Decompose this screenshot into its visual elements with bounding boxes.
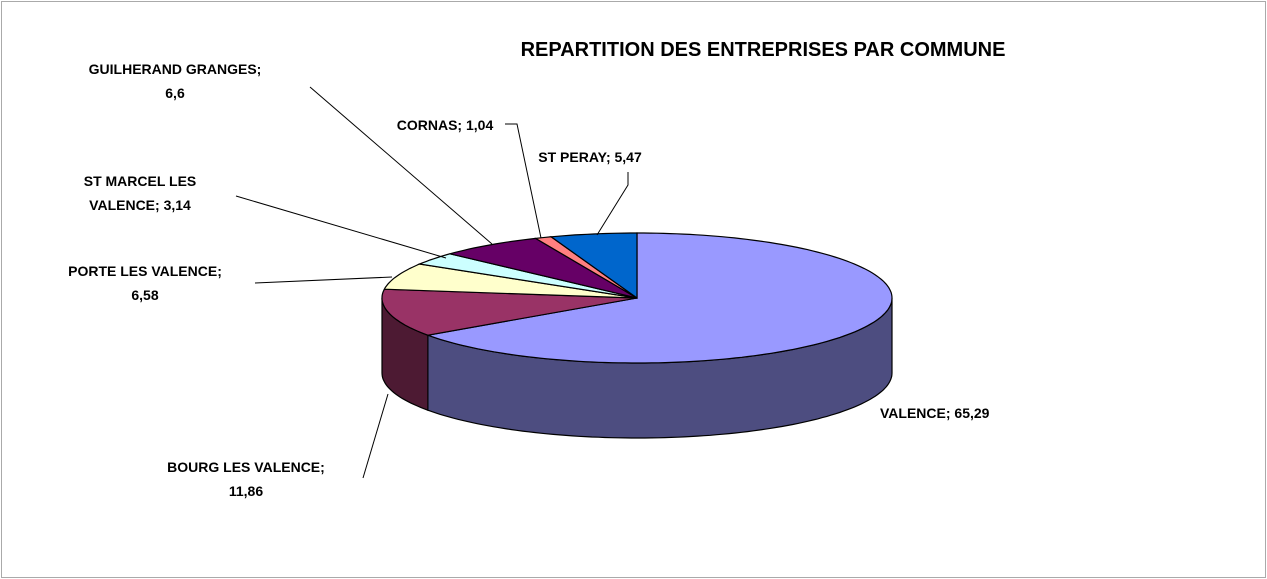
pie-slice xyxy=(449,237,638,299)
leader-line xyxy=(596,172,629,236)
data-label: ST MARCEL LES VALENCE; 3,14 xyxy=(84,173,197,213)
data-label: BOURG LES VALENCE; 11,86 xyxy=(167,459,325,499)
data-label: CORNAS; 1,04 xyxy=(397,117,494,133)
pie-slice xyxy=(383,263,638,299)
leader-line xyxy=(235,195,447,259)
data-label: VALENCE; 65,29 xyxy=(880,405,990,421)
leader-line xyxy=(309,86,493,245)
leader-line xyxy=(505,123,542,239)
pie-slice xyxy=(417,253,638,299)
pie-slice xyxy=(425,232,893,364)
pie-slice xyxy=(549,232,638,300)
leader-line xyxy=(362,393,389,479)
data-label: ST PERAY; 5,47 xyxy=(538,149,642,165)
data-label: GUILHERAND GRANGES; 6,6 xyxy=(89,61,262,101)
pie-slice xyxy=(381,288,638,336)
leader-line xyxy=(254,276,393,284)
chart-title: REPARTITION DES ENTREPRISES PAR COMMUNE xyxy=(521,39,1006,61)
data-label: PORTE LES VALENCE; 6,58 xyxy=(68,263,222,303)
